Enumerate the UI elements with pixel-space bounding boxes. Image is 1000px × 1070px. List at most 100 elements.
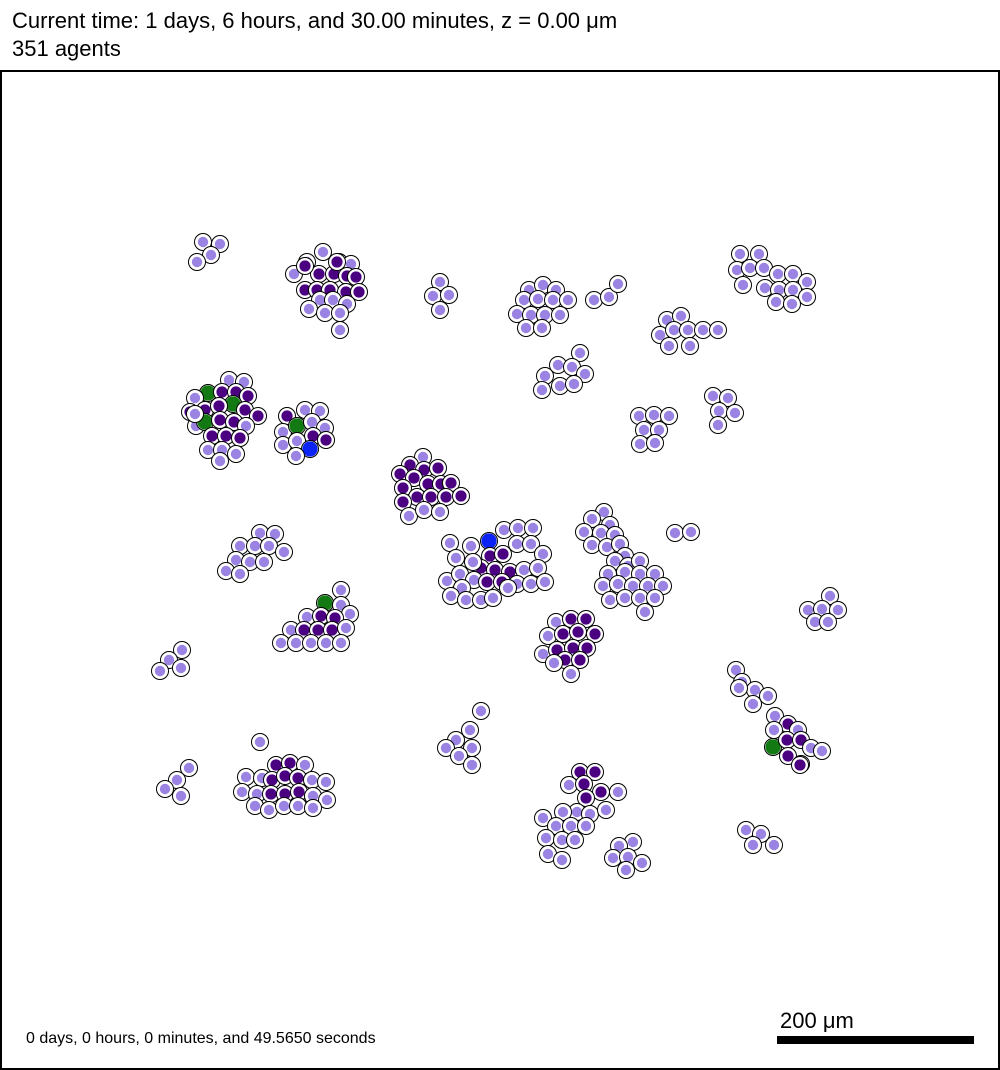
agent-cell [211,411,229,429]
agent-cell [194,233,212,251]
agent-cell [337,619,355,637]
agent-cell [522,575,540,593]
agent-cell [172,659,190,677]
agent-cell [765,721,783,739]
agent-cell [316,304,334,322]
agent-cell [260,801,278,819]
agent-cell [616,589,634,607]
agent-cell [583,536,601,554]
agent-cell [508,305,526,323]
agent-cell [617,861,635,879]
agent-cell [287,634,305,652]
scale-bar [777,1036,974,1044]
agent-cell [217,427,235,445]
agent-cell [249,407,267,425]
agent-cell [576,365,594,383]
agent-cell [536,367,554,385]
agent-cell [168,771,186,789]
agent-cell [750,245,768,263]
agent-cell [437,739,455,757]
agent-cell [289,797,307,815]
agent-cell [237,768,255,786]
agent-cell [231,565,249,583]
agent-cell [829,601,847,619]
agent-cell [560,776,578,794]
agent-cell [730,679,748,697]
agent-cell [239,387,257,405]
agent-cell [536,573,554,591]
agent-cell [759,687,777,705]
agent-cell [300,300,318,318]
agent-cell [431,503,449,521]
agent-cell [741,259,759,277]
agent-cell [438,572,456,590]
agent-cell [545,654,563,672]
agent-cell [494,545,512,563]
agent-cell [461,721,479,739]
agent-cell [645,406,663,424]
agent-cell [660,407,678,425]
agent-cell [499,579,517,597]
agent-cell [619,848,637,866]
agent-cell [562,665,580,683]
agent-cell [400,507,418,525]
agent-cell [317,431,335,449]
agent-cell [765,836,783,854]
agent-cell [551,306,569,324]
agent-cell [709,416,727,434]
agent-cell [324,291,342,309]
agent-cell [332,634,350,652]
agent-cell [173,641,191,659]
agent-cell [442,474,460,492]
agent-cell [633,854,651,872]
agent-cell [231,429,249,447]
agent-cell [769,265,787,283]
agent-cell [539,845,557,863]
agent-cell [660,337,678,355]
agent-cell [508,535,526,553]
agent-cell [246,537,264,555]
agent-count-label: 351 agents [12,36,121,61]
agent-cell [478,573,496,591]
agent-cell [440,286,458,304]
agent-cell [524,519,542,537]
agent-cell [172,787,190,805]
agent-cell [347,268,365,286]
agent-cell [422,488,440,506]
agent-cell [568,803,586,821]
agents-layer [151,233,847,879]
agent-cell [251,733,269,751]
agent-cell [779,747,797,765]
agent-cell [302,634,320,652]
agent-cell [704,387,722,405]
agent-cell [533,381,551,399]
agent-cell [151,662,169,680]
agent-cell [314,243,332,261]
agent-cell [744,695,762,713]
agent-cell [442,587,460,605]
agent-cell [571,651,589,669]
agent-cell [318,791,336,809]
agent-cell [495,521,513,539]
agent-cell [586,763,604,781]
agent-cell [666,524,684,542]
agent-cell [341,605,359,623]
agent-cell [533,319,551,337]
agent-cell [821,587,839,605]
agent-cell [328,253,346,271]
agent-cell [737,821,755,839]
agent-cell [394,493,412,511]
agent-cell [472,702,490,720]
agent-cell [646,589,664,607]
agent-cell [262,785,280,803]
agent-cell [565,375,583,393]
agent-cell [331,321,349,339]
agent-cell [529,290,547,308]
agent-cell [429,459,447,477]
agent-cell [819,613,837,631]
agent-cell [744,836,762,854]
agent-cell [636,603,654,621]
agent-cell [451,565,469,583]
agent-cell [431,301,449,319]
agent-cell [544,291,562,309]
